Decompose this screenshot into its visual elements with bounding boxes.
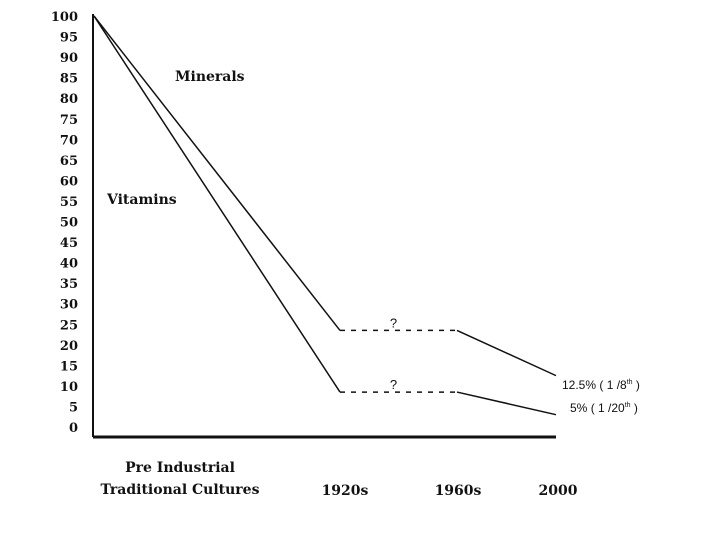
- y-tick-label: 20: [60, 339, 78, 354]
- x-tick-label: 1920s: [322, 483, 369, 499]
- y-tick-label: 15: [60, 359, 78, 374]
- y-tick-label: 55: [60, 195, 78, 210]
- uncertain-mark: ?: [390, 377, 397, 392]
- series-line-segment: [456, 329, 557, 377]
- y-tick-label: 95: [60, 31, 78, 46]
- y-tick-label: 30: [60, 298, 78, 313]
- y-tick-label: 60: [60, 174, 78, 189]
- series-name-label: Minerals: [175, 69, 245, 85]
- y-tick-label: 85: [60, 72, 78, 87]
- y-tick-label: 45: [60, 236, 78, 251]
- x-tick-label: Traditional Cultures: [101, 482, 260, 498]
- y-tick-label: 0: [69, 421, 78, 436]
- y-tick-label: 100: [51, 10, 78, 25]
- y-tick-label: 65: [60, 154, 78, 169]
- end-value-label: 5% ( 1 /20th ): [570, 401, 638, 415]
- series-lines: [93, 15, 557, 416]
- x-tick-label: 2000: [539, 483, 578, 499]
- series-line-segment: [456, 391, 557, 416]
- end-value-label: 12.5% ( 1 /8th ): [562, 378, 640, 392]
- y-tick-label: 80: [60, 92, 78, 107]
- y-tick-label: 40: [60, 257, 78, 272]
- y-tick-label: 75: [60, 113, 78, 128]
- y-tick-label: 70: [60, 133, 78, 148]
- x-tick-label: 1960s: [435, 483, 482, 499]
- series-name-label: Vitamins: [106, 192, 177, 208]
- series-line-segment: [93, 15, 341, 393]
- series-line-segment: [93, 15, 341, 331]
- y-tick-label: 90: [60, 51, 78, 66]
- y-tick-label: 5: [69, 400, 78, 415]
- y-tick-label: 10: [60, 380, 78, 395]
- x-tick-labels: Pre Industrial Traditional Cultures 1920s 1…: [101, 460, 578, 499]
- y-tick-labels: 0 5 10 15 20 25 30 35 40 45 50 55 60 65 70 75 80 85 90 95 10…: [51, 10, 78, 436]
- uncertain-mark: ?: [390, 315, 397, 330]
- y-tick-label: 50: [60, 216, 78, 231]
- y-tick-label: 35: [60, 277, 78, 292]
- series-labels: ? Minerals 12.5% ( 1 /8th )? Vitamins 5% ( 1…: [106, 69, 640, 415]
- axes: [92, 14, 556, 439]
- y-tick-label: 25: [60, 318, 78, 333]
- x-tick-label: Pre Industrial: [125, 460, 235, 476]
